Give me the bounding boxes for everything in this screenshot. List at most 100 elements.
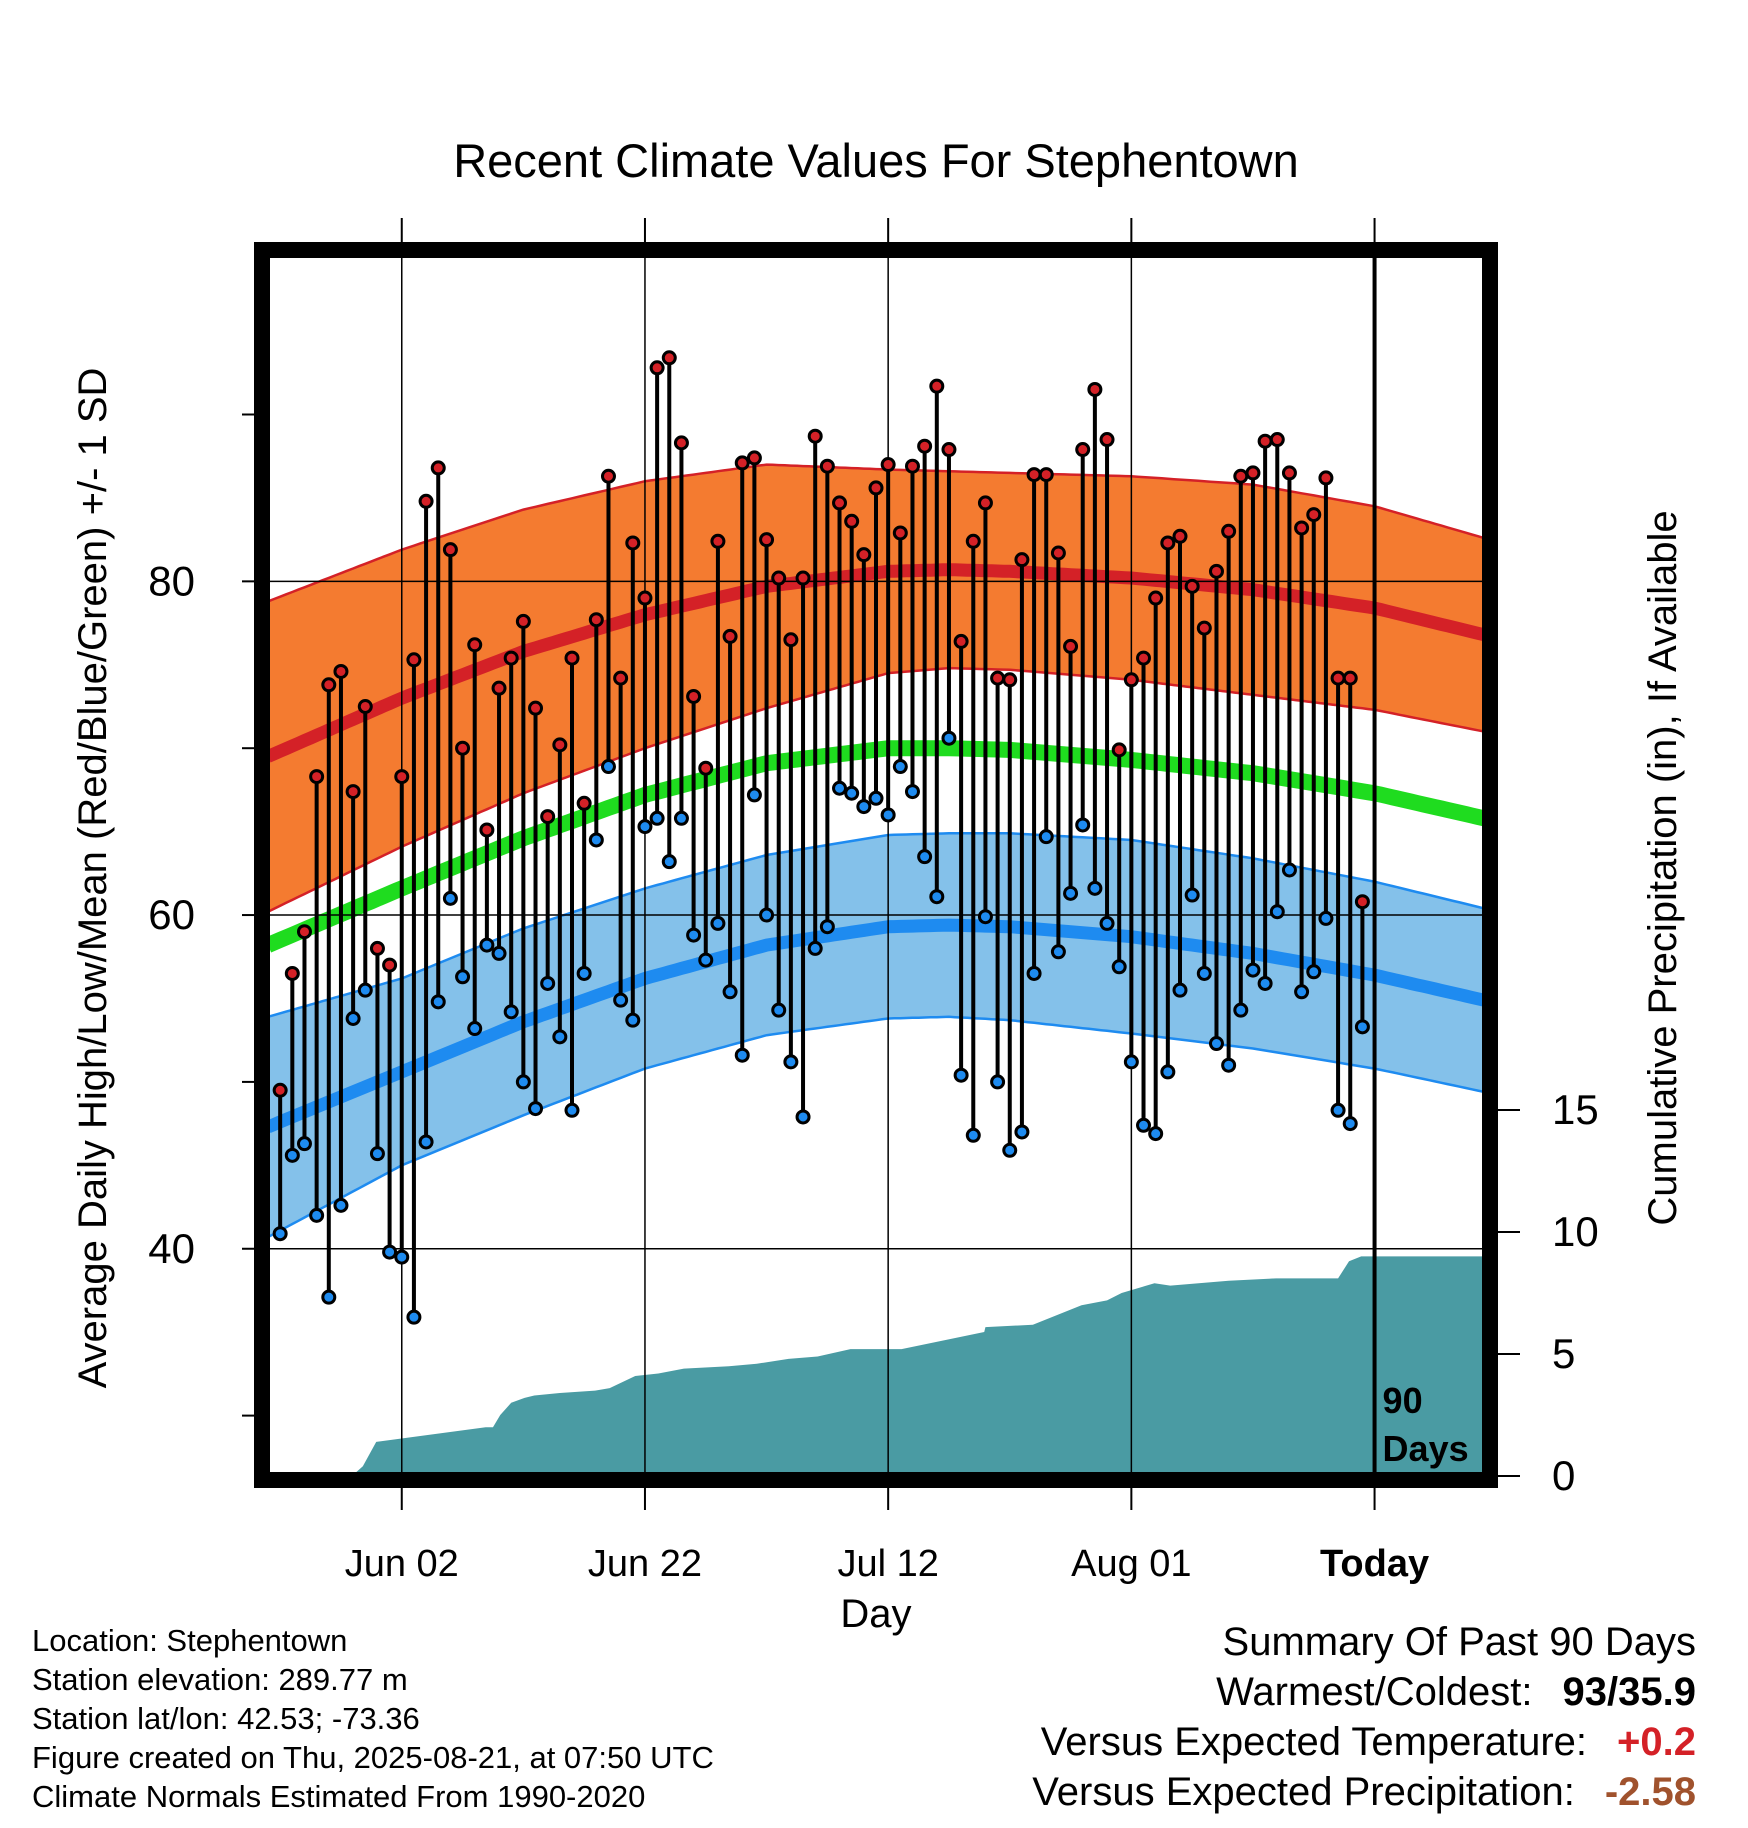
daily-low-point — [600, 759, 616, 775]
daily-low-point — [588, 832, 604, 848]
daily-low-point — [1269, 904, 1285, 920]
footer-normals: Climate Normals Estimated From 1990-2020 — [32, 1779, 646, 1814]
daily-high-point — [722, 628, 738, 644]
daily-high-point — [528, 700, 544, 716]
daily-low-point — [1196, 965, 1212, 981]
daily-high-point — [1014, 552, 1030, 568]
daily-high-point — [600, 468, 616, 484]
daily-low-point — [333, 1197, 349, 1213]
x-tick-label: Jul 12 — [837, 1543, 938, 1585]
daily-low-point — [491, 945, 507, 961]
daily-high-point — [759, 532, 775, 548]
x-tick-label: Jun 02 — [345, 1543, 459, 1585]
daily-high-point — [1257, 433, 1273, 449]
y-right-tick-label: 15 — [1552, 1086, 1599, 1133]
daily-high-point — [382, 957, 398, 973]
daily-high-point — [455, 740, 471, 756]
daily-high-point — [771, 570, 787, 586]
daily-high-point — [309, 769, 325, 785]
daily-high-point — [272, 1082, 288, 1098]
daily-low-point — [892, 759, 908, 775]
daily-low-point — [1306, 964, 1322, 980]
daily-low-point — [1342, 1116, 1358, 1132]
daily-low-point — [977, 909, 993, 925]
daily-low-point — [1123, 1054, 1139, 1070]
daily-high-point — [990, 670, 1006, 686]
daily-low-point — [649, 810, 665, 826]
plot-frame — [254, 242, 1498, 1488]
daily-high-point — [284, 965, 300, 981]
daily-low-point — [1281, 862, 1297, 878]
daily-high-point — [1221, 523, 1237, 539]
daily-low-point — [576, 965, 592, 981]
daily-low-point — [759, 907, 775, 923]
summary-precip-value: -2.58 — [1604, 1770, 1696, 1814]
x-tick-label: Jun 22 — [588, 1543, 702, 1585]
daily-high-point — [1184, 578, 1200, 594]
daily-low-point — [917, 849, 933, 865]
plot-area: 90 Days Jun 02 Jun 22 Jul 12 Aug 01 Today 40 60 8… — [148, 218, 1599, 1585]
daily-low-point — [1184, 887, 1200, 903]
daily-low-point — [710, 915, 726, 931]
daily-high-point — [564, 650, 580, 666]
daily-high-point — [929, 378, 945, 394]
daily-low-point — [771, 1002, 787, 1018]
daily-low-point — [1148, 1126, 1164, 1142]
daily-high-point — [1318, 470, 1334, 486]
daily-high-point — [1148, 590, 1164, 606]
x-tick-label: Today — [1320, 1543, 1429, 1585]
daily-high-point — [807, 428, 823, 444]
today-days-label: Days — [1383, 1428, 1469, 1469]
daily-low-point — [686, 927, 702, 943]
daily-low-point — [1136, 1117, 1152, 1133]
daily-high-point — [588, 612, 604, 628]
daily-low-point — [734, 1047, 750, 1063]
daily-low-point — [673, 810, 689, 826]
daily-high-point — [917, 438, 933, 454]
summary-warmest-row: Warmest/Coldest: 93/35.9 — [1216, 1670, 1696, 1715]
daily-high-point — [1281, 465, 1297, 481]
daily-high-point — [296, 924, 312, 940]
daily-low-point — [722, 984, 738, 1000]
daily-low-point — [698, 952, 714, 968]
y-right-tick-label: 5 — [1552, 1330, 1575, 1377]
daily-low-point — [503, 1004, 519, 1020]
y-left-tick-label: 60 — [148, 891, 195, 938]
daily-high-point — [783, 632, 799, 648]
daily-high-point — [1330, 670, 1346, 686]
daily-low-point — [369, 1146, 385, 1162]
daily-low-point — [467, 1021, 483, 1037]
summary-warmest-label: Warmest/Coldest: — [1216, 1670, 1533, 1714]
daily-high-point — [1306, 507, 1322, 523]
daily-low-point — [1330, 1102, 1346, 1118]
daily-low-point — [430, 994, 446, 1010]
daily-high-point — [673, 435, 689, 451]
daily-high-point — [734, 455, 750, 471]
daily-low-point — [1087, 880, 1103, 896]
daily-high-point — [406, 652, 422, 668]
daily-low-point — [296, 1136, 312, 1152]
plot-content — [268, 256, 1484, 1474]
daily-high-point — [357, 698, 373, 714]
daily-high-point — [576, 795, 592, 811]
daily-high-point — [746, 450, 762, 466]
daily-high-point — [1208, 563, 1224, 579]
daily-high-point — [965, 533, 981, 549]
daily-high-point — [1075, 442, 1091, 458]
daily-low-point — [528, 1101, 544, 1117]
daily-high-point — [1269, 432, 1285, 448]
daily-high-point — [394, 769, 410, 785]
daily-high-point — [832, 495, 848, 511]
daily-high-point — [1063, 638, 1079, 654]
daily-high-point — [1087, 381, 1103, 397]
daily-high-point — [856, 547, 872, 563]
daily-high-point — [892, 525, 908, 541]
daily-high-point — [1354, 894, 1370, 910]
daily-low-point — [540, 975, 556, 991]
daily-low-point — [880, 807, 896, 823]
daily-high-point — [442, 542, 458, 558]
precipitation-area — [354, 1256, 1484, 1474]
daily-low-point — [1354, 1019, 1370, 1035]
daily-high-point — [698, 760, 714, 776]
daily-high-point — [552, 737, 568, 753]
